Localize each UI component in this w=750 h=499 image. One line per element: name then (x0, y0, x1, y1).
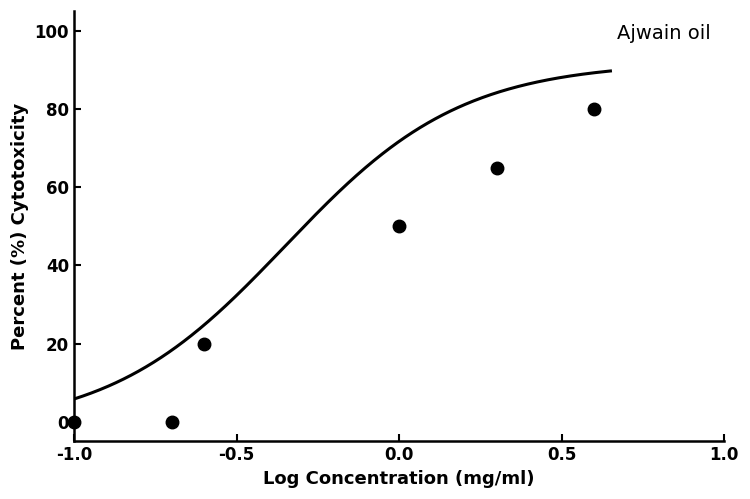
Text: Ajwain oil: Ajwain oil (617, 24, 711, 43)
Point (588, 105, 600, 113)
Point (198, 340, 210, 348)
X-axis label: Log Concentration (mg/ml): Log Concentration (mg/ml) (263, 470, 535, 488)
Point (490, 164, 502, 172)
Point (393, 222, 405, 230)
Y-axis label: Percent (%) Cytotoxicity: Percent (%) Cytotoxicity (11, 103, 29, 350)
Point (166, 418, 178, 426)
Point (68, 418, 80, 426)
